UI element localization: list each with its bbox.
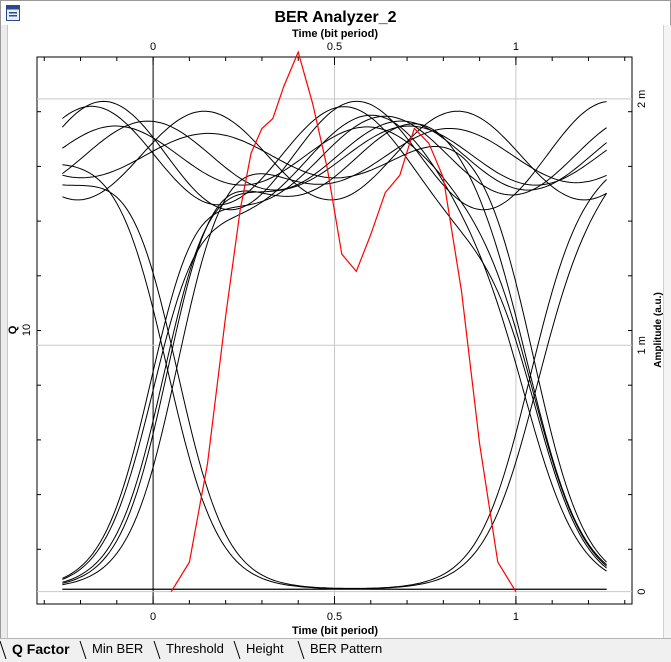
eye-diagram-trace bbox=[62, 128, 607, 586]
y-left-axis-label: Q bbox=[7, 325, 19, 334]
x-top-tick-label: 0.5 bbox=[327, 41, 342, 53]
x-bottom-axis-label: Time (bit period) bbox=[292, 625, 378, 637]
eye-diagram-chart: 0 0 0.5 0.5 1 1 Time (bit period) Time (bit per… bbox=[7, 28, 664, 637]
right-window-border bbox=[663, 25, 671, 639]
eye-diagram-trace bbox=[62, 132, 607, 563]
x-bottom-tick-label: 1 bbox=[513, 611, 519, 623]
x-bottom-tick-label: 0.5 bbox=[327, 611, 342, 623]
tab-threshold[interactable]: Threshold bbox=[166, 641, 224, 656]
eye-diagram-trace bbox=[62, 164, 607, 590]
eye-diagram-trace bbox=[62, 123, 607, 584]
tab-q-factor[interactable]: Q Factor bbox=[12, 641, 70, 657]
q-factor-curve bbox=[170, 50, 517, 593]
eye-diagram-trace bbox=[62, 114, 607, 580]
eye-diagram-trace bbox=[62, 100, 607, 211]
y-left-tick-label: 10 bbox=[21, 324, 33, 336]
y-right-tick-label: 0 bbox=[636, 589, 648, 595]
tab-separator bbox=[153, 641, 161, 659]
y-right-axis-label: Amplitude (a.u.) bbox=[653, 292, 664, 368]
eye-diagram-trace bbox=[62, 115, 607, 579]
x-top-tick-label: 1 bbox=[513, 41, 519, 53]
eye-diagram-trace bbox=[62, 120, 607, 191]
eye-diagram-trace bbox=[62, 105, 607, 569]
x-bottom-tick-label: 0 bbox=[150, 611, 156, 623]
tab-separator bbox=[79, 641, 87, 659]
x-top-tick-label: 0 bbox=[150, 41, 156, 53]
y-right-tick-label: 2 m bbox=[636, 90, 648, 108]
app-window-icon[interactable] bbox=[6, 5, 20, 21]
x-top-axis-label: Time (bit period) bbox=[292, 28, 378, 40]
tab-min-ber[interactable]: Min BER bbox=[92, 641, 144, 656]
tab-separator bbox=[233, 641, 241, 659]
eye-diagram-trace bbox=[62, 110, 607, 201]
tab-separator bbox=[297, 641, 305, 659]
left-window-border bbox=[1, 25, 8, 639]
chart-title: BER Analyzer_2 bbox=[274, 9, 397, 26]
tab-separator bbox=[0, 641, 7, 659]
tab-ber-pattern[interactable]: BER Pattern bbox=[310, 641, 383, 656]
tab-height[interactable]: Height bbox=[246, 641, 284, 656]
y-right-tick-label: 1 m bbox=[636, 336, 648, 354]
tab-bar: Q Factor Min BER Threshold Height BER Patter… bbox=[0, 638, 671, 662]
eye-diagram-trace bbox=[62, 125, 607, 583]
